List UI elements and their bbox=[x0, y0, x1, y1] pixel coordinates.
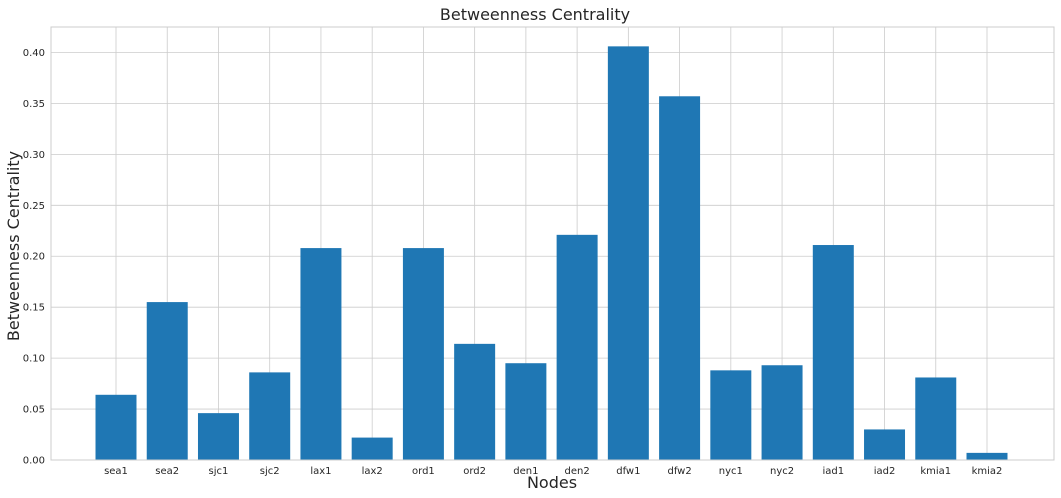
y-tick-label: 0.30 bbox=[23, 150, 45, 161]
grid-lines bbox=[51, 27, 1054, 461]
y-tick-labels: 0.00 0.05 0.10 0.15 0.20 0.25 0.30 0.35 0.40 bbox=[23, 48, 45, 467]
x-tick-label: dfw1 bbox=[616, 466, 640, 477]
x-tick-label: dfw2 bbox=[667, 466, 691, 477]
bar-nyc2 bbox=[761, 365, 803, 460]
bar-den1 bbox=[505, 363, 547, 460]
x-tick-label: nyc1 bbox=[719, 466, 743, 477]
bar-ord1 bbox=[402, 248, 444, 460]
y-tick-label: 0.00 bbox=[23, 456, 45, 467]
x-tick-label: kmia2 bbox=[972, 466, 1003, 477]
x-tick-label: ord2 bbox=[463, 466, 486, 477]
bar-dfw2 bbox=[659, 96, 701, 460]
x-tick-label: lax2 bbox=[362, 466, 383, 477]
y-tick-label: 0.20 bbox=[23, 252, 45, 263]
x-tick-label: iad1 bbox=[822, 466, 844, 477]
x-tick-label: sjc1 bbox=[209, 466, 229, 477]
bars bbox=[95, 46, 1008, 461]
bar-ord2 bbox=[454, 343, 496, 460]
x-tick-labels: sea1 sea2 sjc1 sjc2 lax1 lax2 ord1 ord2 den1 den2… bbox=[104, 466, 1002, 477]
bar-kmia1 bbox=[915, 377, 957, 460]
bar-lax2 bbox=[351, 437, 393, 460]
bar-lax1 bbox=[300, 248, 342, 460]
bar-sjc1 bbox=[197, 413, 239, 460]
y-tick-label: 0.35 bbox=[23, 99, 45, 110]
chart-title: Betweenness Centrality bbox=[440, 5, 630, 24]
bar-sea1 bbox=[95, 394, 137, 460]
bar-sjc2 bbox=[249, 372, 291, 460]
x-axis-title: Nodes bbox=[527, 473, 577, 492]
x-tick-label: sjc2 bbox=[260, 466, 280, 477]
x-tick-label: ord1 bbox=[412, 466, 435, 477]
y-tick-label: 0.05 bbox=[23, 405, 45, 416]
x-tick-label: kmia1 bbox=[920, 466, 951, 477]
x-tick-label: sea2 bbox=[155, 466, 179, 477]
bar-nyc1 bbox=[710, 370, 752, 460]
y-tick-label: 0.25 bbox=[23, 201, 45, 212]
y-axis-title: Betweenness Centrality bbox=[4, 151, 23, 341]
bar-iad2 bbox=[864, 429, 906, 460]
x-tick-label: iad2 bbox=[874, 466, 896, 477]
x-tick-label: den1 bbox=[513, 466, 538, 477]
x-tick-label: den2 bbox=[565, 466, 590, 477]
x-tick-label: nyc2 bbox=[770, 466, 794, 477]
bar-kmia2 bbox=[966, 452, 1008, 460]
bar-den2 bbox=[556, 234, 598, 460]
y-tick-label: 0.40 bbox=[23, 48, 45, 59]
bar-sea2 bbox=[146, 302, 188, 460]
x-tick-label: sea1 bbox=[104, 466, 128, 477]
y-tick-label: 0.10 bbox=[23, 354, 45, 365]
bar-iad1 bbox=[812, 245, 854, 460]
bar-dfw1 bbox=[607, 46, 649, 461]
plot-frame bbox=[50, 26, 1055, 461]
x-tick-label: lax1 bbox=[310, 466, 331, 477]
y-tick-label: 0.15 bbox=[23, 303, 45, 314]
